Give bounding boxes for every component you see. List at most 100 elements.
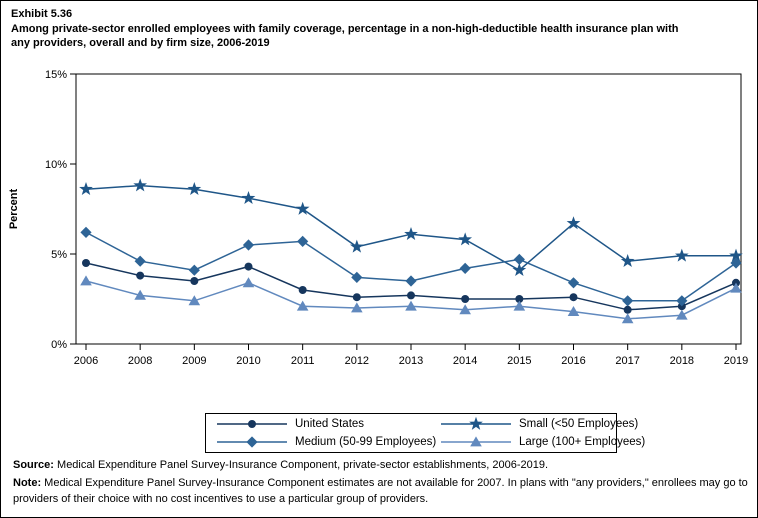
x-tick-label: 2016: [561, 355, 585, 367]
diamond-marker-icon: [246, 436, 258, 448]
triangle-marker-icon: [242, 277, 255, 288]
star-marker-icon: [404, 227, 418, 241]
triangle-marker-icon: [621, 313, 634, 324]
y-tick-label: 15%: [45, 69, 67, 81]
y-axis: 0% 5% 10% 15%: [45, 69, 76, 351]
source-note: Source: Medical Expenditure Panel Survey…: [13, 457, 749, 473]
circle-marker-icon: [515, 295, 524, 303]
note-label: Note:: [13, 477, 42, 489]
y-tick-label: 0%: [51, 339, 67, 351]
triangle-marker-icon: [730, 282, 742, 293]
x-tick-label: 2019: [724, 355, 748, 367]
circle-marker-icon: [569, 293, 578, 302]
circle-marker-icon: [136, 271, 145, 280]
star-marker-icon: [458, 232, 473, 246]
triangle-marker-icon: [470, 436, 482, 447]
legend-item-medium-50-99-employees: Medium (50-99 Employees): [216, 434, 440, 450]
y-tick-label: 5%: [51, 249, 67, 261]
series-line: [85, 231, 737, 302]
method-note: Note: Medical Expenditure Panel Survey-I…: [13, 475, 749, 507]
series-line: [85, 280, 737, 320]
legend: United States Small (<50 Employees) Medium…: [205, 413, 645, 453]
legend-item-small-50-employees: Small (<50 Employees): [440, 416, 645, 432]
diamond-marker-icon: [567, 277, 580, 289]
x-tick-label: 2012: [345, 355, 369, 367]
triangle-marker-icon: [513, 300, 526, 311]
x-tick-label: 2010: [236, 355, 260, 367]
triangle-marker-icon: [134, 289, 146, 300]
circle-legend-sample-icon: [217, 420, 287, 428]
star-marker-icon: [187, 182, 202, 196]
diamond-marker-icon: [188, 264, 200, 276]
triangle-marker-icon: [676, 309, 688, 320]
triangle-marker-icon: [405, 300, 417, 311]
x-tick-label: 2006: [74, 355, 98, 367]
circle-marker-icon: [82, 259, 90, 267]
diamond-marker-icon: [242, 239, 255, 251]
series-medium-50-99-employees: [80, 226, 742, 307]
star-marker-icon: [133, 178, 148, 192]
diamond-marker-icon: [351, 271, 363, 283]
x-tick-label: 2008: [128, 355, 152, 367]
series-large-100-employees: [80, 275, 742, 324]
circle-marker-icon: [244, 262, 253, 271]
star-marker-icon: [512, 263, 527, 277]
triangle-marker-icon: [80, 275, 92, 286]
series-small-50-employees: [79, 178, 743, 277]
diamond-marker-icon: [405, 275, 417, 287]
x-tick-label: 2013: [399, 355, 423, 367]
diamond-marker-icon: [622, 295, 634, 307]
x-tick-label: 2014: [453, 355, 477, 367]
star-marker-icon: [674, 248, 689, 262]
x-tick-label: 2017: [615, 355, 639, 367]
diamond-marker-icon: [459, 262, 471, 274]
star-marker-icon: [469, 416, 483, 430]
star-legend-sample-icon: [441, 416, 511, 430]
circle-marker-icon: [623, 305, 632, 314]
legend-label: Medium (50-99 Employees): [295, 436, 437, 448]
star-marker-icon: [729, 248, 743, 262]
circle-marker-icon: [248, 420, 256, 428]
legend-label: Small (<50 Employees): [519, 418, 639, 430]
circle-marker-icon: [461, 295, 470, 303]
y-tick-label: 10%: [45, 159, 67, 171]
diamond-marker-icon: [297, 235, 309, 247]
x-tick-label: 2011: [291, 355, 315, 367]
legend-item-united-states: United States: [216, 416, 440, 432]
diamond-marker-icon: [676, 295, 688, 307]
exhibit-label: Exhibit 5.36: [11, 8, 73, 20]
circle-marker-icon: [298, 286, 307, 294]
star-marker-icon: [79, 182, 93, 196]
circle-marker-icon: [190, 277, 199, 285]
triangle-marker-icon: [296, 300, 309, 311]
footer: Source: Medical Expenditure Panel Survey…: [13, 457, 749, 507]
star-marker-icon: [566, 216, 581, 230]
diamond-legend-sample-icon: [217, 436, 287, 448]
star-marker-icon: [295, 201, 310, 215]
diamond-marker-icon: [730, 257, 742, 269]
x-tick-label: 2018: [670, 355, 694, 367]
triangle-marker-icon: [351, 302, 363, 313]
series-united-states: [82, 259, 740, 314]
y-axis-label: Percent: [8, 188, 20, 229]
x-tick-label: 2009: [182, 355, 206, 367]
star-marker-icon: [241, 191, 256, 205]
circle-marker-icon: [352, 293, 361, 302]
diamond-marker-icon: [134, 255, 146, 267]
star-marker-icon: [349, 239, 364, 253]
triangle-marker-icon: [567, 306, 580, 316]
note-text: Medical Expenditure Panel Survey-Insuran…: [13, 477, 748, 505]
diamond-marker-icon: [513, 253, 525, 265]
x-axis: 2006 2008 2009 2010 2011 2012 2013 2014 2015 2016…: [74, 344, 748, 367]
triangle-legend-sample-icon: [441, 436, 511, 447]
triangle-marker-icon: [188, 295, 201, 306]
legend-item-large-100-employees: Large (100+ Employees): [440, 434, 645, 450]
source-text: Medical Expenditure Panel Survey-Insuran…: [53, 459, 549, 471]
legend-label: Large (100+ Employees): [519, 436, 646, 448]
plot-frame: [75, 73, 742, 345]
triangle-marker-icon: [459, 304, 471, 315]
chart-title: Among private-sector enrolled employees …: [11, 23, 679, 49]
diamond-marker-icon: [80, 226, 92, 238]
line-chart: 0% 5% 10% 15% Percent 2006 2008 2009 2010 2011 201…: [8, 69, 748, 367]
